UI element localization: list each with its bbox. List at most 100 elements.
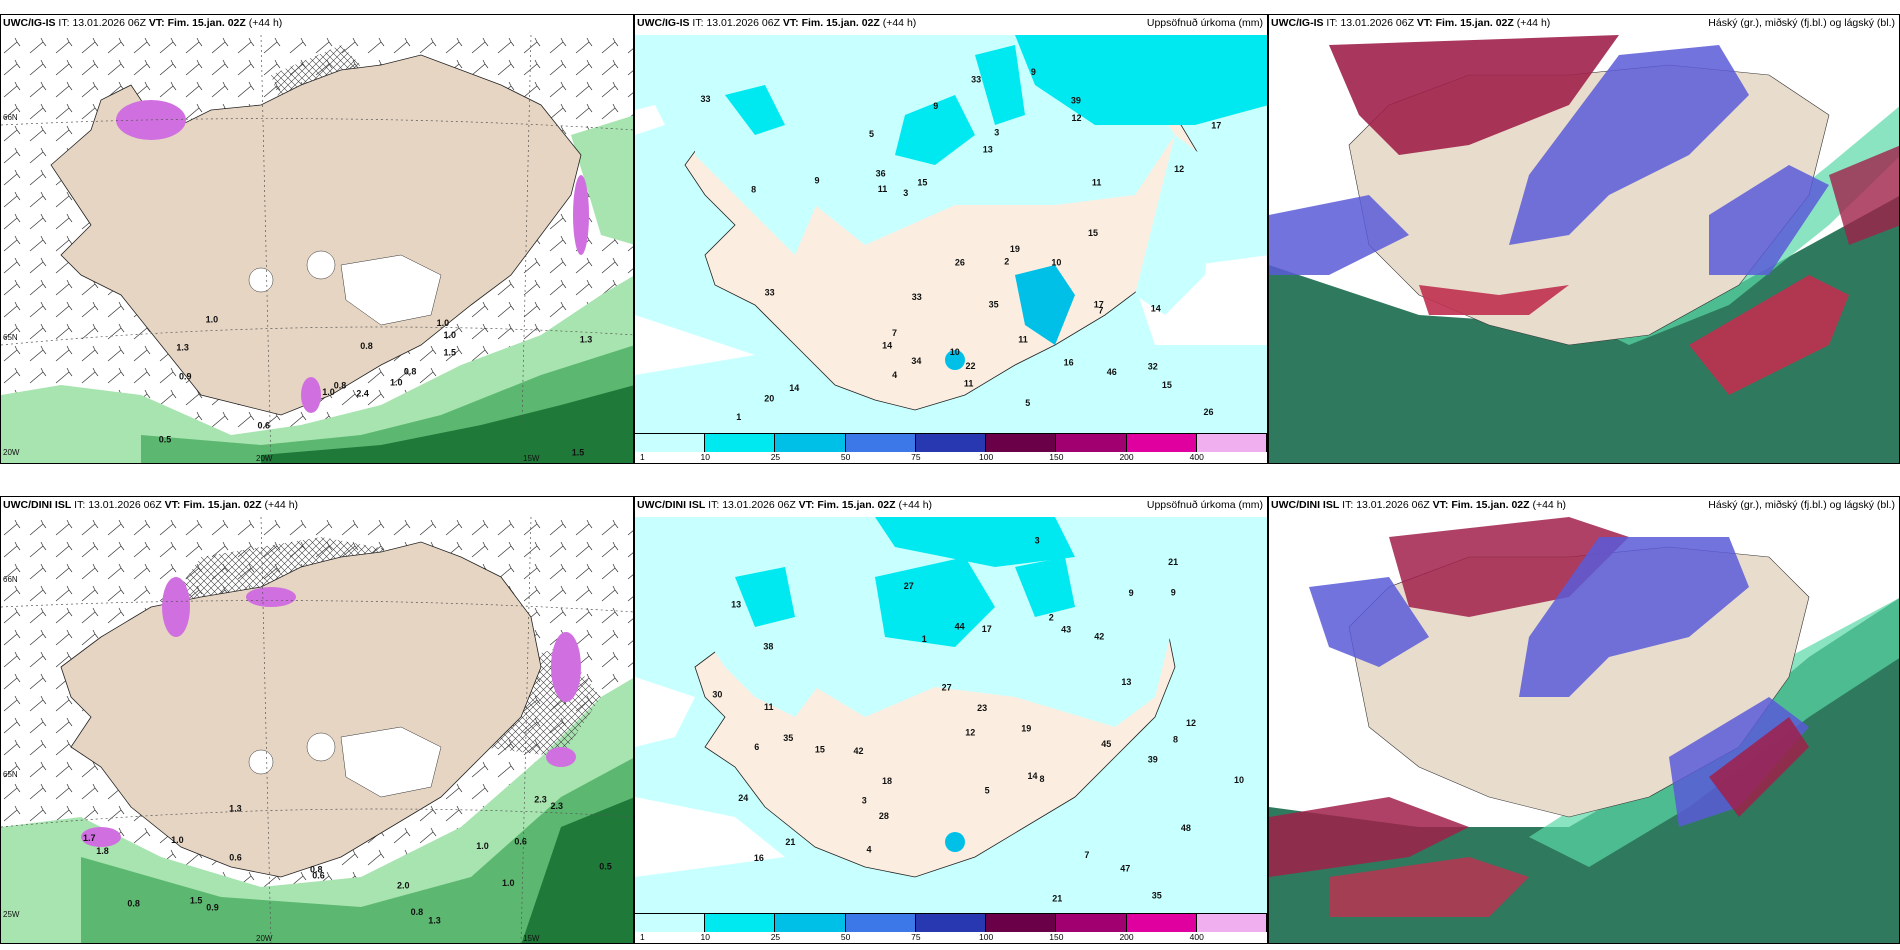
- lon-label: 15W: [523, 454, 540, 463]
- map-value-label: 26: [955, 257, 965, 267]
- map-value-label: 35: [989, 299, 999, 309]
- map-value-label: 0.8: [360, 341, 373, 351]
- legend-swatch: [915, 434, 987, 452]
- map-value-label: 1.0: [171, 835, 184, 845]
- map-value-label: 12: [1072, 113, 1082, 123]
- map-value-label: 48: [1181, 823, 1191, 833]
- legend-label: 100: [979, 452, 994, 462]
- map-value-label: 1.3: [229, 804, 242, 814]
- lat-label: 66N: [3, 575, 18, 584]
- panel-header: UWC/IG-IS IT: 13.01.2026 06Z VT: Fim. 15…: [1271, 17, 1551, 29]
- legend-label: 200: [1119, 932, 1134, 942]
- map-value-label: 11: [1018, 334, 1028, 344]
- panel-header: UWC/DINI ISL IT: 13.01.2026 06Z VT: Fim.…: [1271, 499, 1567, 511]
- panel-title: Háský (gr.), miðský (fj.bl.) og lágský (…: [1708, 499, 1895, 511]
- map-value-label: 27: [904, 581, 914, 591]
- map-value-label: 5: [869, 129, 874, 139]
- map-value-label: 5: [1025, 398, 1030, 408]
- map-value-label: 1.0: [476, 841, 489, 851]
- map-value-label: 16: [1064, 357, 1074, 367]
- map-value-label: 3: [1035, 535, 1040, 545]
- lon-label: 20W: [3, 448, 20, 457]
- map-value-label: 0.8: [310, 865, 323, 875]
- wind-map: 66N 65N 20W 20W 15W 2.4 1.3 0.8 0.5 0.8 0.6 1.…: [1, 34, 633, 463]
- map-value-label: 0.8: [334, 380, 347, 390]
- map-value-label: 42: [1094, 632, 1104, 642]
- map-value-label: 2: [1049, 613, 1054, 623]
- panel-bottom-wind: UWC/DINI ISL IT: 13.01.2026 06Z VT: Fim.…: [0, 496, 634, 944]
- legend-swatch: [635, 434, 706, 452]
- legend-label: 150: [1049, 932, 1064, 942]
- legend-label: 25: [770, 932, 781, 942]
- map-value-label: 33: [971, 75, 981, 85]
- map-value-label: 0.8: [127, 898, 140, 908]
- lat-label: 66N: [3, 113, 18, 122]
- legend-swatch: [775, 914, 846, 932]
- map-value-label: 45: [1101, 739, 1111, 749]
- legend-swatch: [986, 434, 1057, 452]
- panel-bottom-clouds: UWC/DINI ISL IT: 13.01.2026 06Z VT: Fim.…: [1268, 496, 1900, 944]
- map-value-label: 13: [731, 600, 741, 610]
- map-value-label: 23: [977, 703, 987, 713]
- map-value-label: 17: [1094, 299, 1104, 309]
- legend-label: 50: [840, 452, 851, 462]
- map-value-label: 14: [1028, 771, 1038, 781]
- map-value-label: 33: [701, 94, 711, 104]
- map-value-label: 11: [964, 378, 974, 388]
- precip-map: 2014193599323946142611343316361733261733…: [635, 35, 1267, 433]
- lon-label: 25W: [3, 910, 20, 919]
- map-value-label: 44: [955, 621, 965, 631]
- map-value-label: 10: [1234, 775, 1244, 785]
- map-value-label: 3: [862, 796, 867, 806]
- legend-swatch: [986, 914, 1057, 932]
- map-value-label: 8: [1173, 734, 1178, 744]
- legend-label: 400: [1189, 452, 1204, 462]
- map-value-label: 16: [754, 853, 764, 863]
- map-value-label: 0.8: [411, 907, 424, 917]
- map-value-label: 15: [917, 178, 927, 188]
- map-value-label: 4: [867, 845, 872, 855]
- legend-swatch: [1126, 914, 1197, 932]
- legend-label: 10: [700, 932, 710, 942]
- map-value-label: 0.5: [599, 862, 612, 872]
- lon-label: 15W: [523, 934, 540, 943]
- map-value-label: 43: [1061, 624, 1071, 634]
- map-value-label: 9: [1031, 67, 1036, 77]
- map-value-label: 20: [764, 394, 774, 404]
- map-value-label: 2.3: [534, 794, 547, 804]
- panel-title: Uppsöfnuð úrkoma (mm): [1146, 17, 1263, 29]
- map-value-label: 18: [882, 776, 892, 786]
- map-value-label: 8: [1040, 774, 1045, 784]
- map-value-label: 1.7: [83, 833, 96, 843]
- panel-top-clouds: UWC/IG-IS IT: 13.01.2026 06Z VT: Fim. 15…: [1268, 14, 1900, 464]
- map-value-label: 0.6: [514, 836, 527, 846]
- panel-title: Uppsöfnuð úrkoma (mm): [1146, 499, 1263, 511]
- map-value-label: 35: [783, 733, 793, 743]
- map-value-label: 9: [815, 175, 820, 185]
- map-value-label: 11: [878, 184, 888, 194]
- map-value-label: 12: [1174, 164, 1184, 174]
- map-value-label: 0.6: [229, 852, 242, 862]
- map-value-label: 1.0: [390, 378, 403, 388]
- map-value-label: 1.3: [580, 334, 593, 344]
- legend-swatch: [635, 914, 706, 932]
- legend-swatch: [845, 914, 916, 932]
- map-value-label: 33: [912, 292, 922, 302]
- map-value-label: 1.5: [572, 448, 585, 458]
- map-value-label: 11: [1092, 178, 1102, 188]
- lon-label: 20W: [256, 454, 273, 463]
- legend-label: 1: [640, 452, 645, 462]
- legend-swatch: [705, 914, 776, 932]
- legend-swatch: [1056, 914, 1127, 932]
- precip-legend: [635, 433, 1267, 452]
- map-value-label: 9: [1129, 588, 1134, 598]
- map-value-label: 7: [892, 328, 897, 338]
- panel-title: Háský (gr.), miðský (fj.bl.) og lágský (…: [1708, 17, 1895, 29]
- panel-bottom-precip: UWC/DINI ISL IT: 13.01.2026 06Z VT: Fim.…: [634, 496, 1268, 944]
- map-value-label: 5: [985, 786, 990, 796]
- precip-legend: [635, 913, 1267, 932]
- legend-label: 75: [911, 452, 921, 462]
- map-value-label: 0.6: [312, 871, 325, 881]
- lon-label: 20W: [256, 934, 273, 943]
